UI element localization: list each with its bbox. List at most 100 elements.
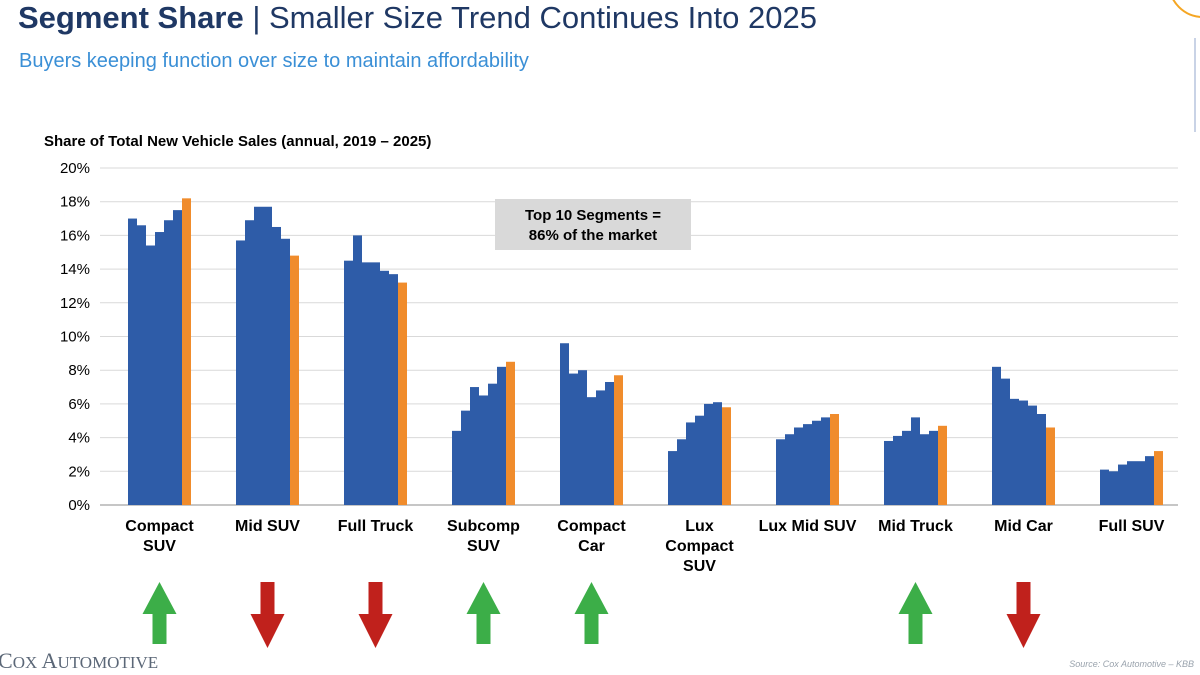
bar-compact-suv-2019	[128, 218, 137, 506]
up-arrow-icon	[142, 582, 177, 644]
bar-full-suv-2024	[1145, 456, 1154, 505]
bar-full-suv-2025	[1154, 451, 1163, 505]
bar-mid-car-2019	[992, 366, 1001, 505]
page-subtitle: Buyers keeping function over size to mai…	[19, 50, 529, 72]
category-label: SUV	[143, 538, 176, 555]
annotation-text: Top 10 Segments =	[525, 207, 661, 224]
category-label: SUV	[683, 558, 716, 575]
up-arrow-icon	[574, 582, 609, 644]
bar-full-truck-2021	[362, 262, 371, 505]
category-label: Compact	[665, 538, 734, 555]
bar-lux-mid-suv-2020	[785, 434, 794, 505]
bar-full-truck-2020	[353, 235, 362, 505]
down-arrow-icon	[1006, 582, 1041, 648]
category-label: Mid Truck	[878, 518, 953, 535]
bar-subcomp-suv-2019	[452, 430, 461, 505]
bar-lux-compact-suv-2020	[677, 439, 686, 505]
bar-lux-compact-suv-2025	[722, 407, 731, 505]
bar-full-suv-2023	[1136, 461, 1145, 505]
bar-full-truck-2019	[344, 260, 353, 505]
bar-full-suv-2019	[1100, 469, 1109, 505]
y-tick-label: 20%	[60, 160, 90, 177]
bar-subcomp-suv-2021	[470, 387, 479, 505]
bar-subcomp-suv-2024	[497, 366, 506, 505]
y-tick-label: 2%	[68, 463, 90, 480]
corner-divider	[1194, 38, 1196, 132]
bar-mid-suv-2021	[254, 206, 263, 505]
bar-mid-truck-2024	[929, 430, 938, 505]
bar-mid-truck-2020	[893, 435, 902, 505]
bar-mid-car-2025	[1046, 427, 1055, 505]
bar-mid-truck-2021	[902, 430, 911, 505]
bar-compact-car-2020	[569, 373, 578, 505]
category-label: Mid Car	[994, 518, 1053, 535]
source-note: Source: Cox Automotive – KBB	[1069, 659, 1194, 669]
bar-full-suv-2020	[1109, 471, 1118, 505]
bar-mid-car-2022	[1019, 400, 1028, 505]
bar-lux-mid-suv-2021	[794, 427, 803, 505]
bar-mid-suv-2022	[263, 206, 272, 505]
bar-compact-suv-2020	[137, 225, 146, 506]
bar-mid-car-2021	[1010, 398, 1019, 505]
bar-mid-suv-2023	[272, 226, 281, 505]
up-arrow-icon	[898, 582, 933, 644]
bar-full-truck-2023	[380, 270, 389, 505]
category-label: Full Truck	[338, 518, 414, 535]
down-arrow-icon	[250, 582, 285, 648]
y-tick-label: 0%	[68, 497, 90, 514]
bar-compact-car-2019	[560, 343, 569, 505]
bar-mid-truck-2023	[920, 434, 929, 505]
category-label: Car	[578, 538, 605, 555]
y-tick-label: 14%	[60, 261, 90, 278]
bar-lux-compact-suv-2021	[686, 422, 695, 505]
title-rest: Smaller Size Trend Continues Into 2025	[268, 0, 817, 35]
category-label: Lux	[685, 518, 714, 535]
bar-mid-car-2023	[1028, 405, 1037, 505]
bar-mid-suv-2024	[281, 238, 290, 505]
chart-title: Share of Total New Vehicle Sales (annual…	[44, 133, 431, 150]
bar-compact-suv-2024	[173, 210, 182, 505]
bar-compact-car-2023	[596, 390, 605, 505]
bar-compact-suv-2023	[164, 220, 173, 506]
annotation-text: 86% of the market	[529, 227, 657, 244]
bar-lux-mid-suv-2025	[830, 414, 839, 505]
y-tick-label: 18%	[60, 194, 90, 211]
bar-lux-mid-suv-2019	[776, 439, 785, 505]
bar-mid-truck-2025	[938, 425, 947, 505]
category-label: SUV	[467, 538, 500, 555]
bar-mid-truck-2019	[884, 440, 893, 505]
bar-mid-suv-2020	[245, 220, 254, 506]
category-label: Subcomp	[447, 518, 520, 535]
bar-full-truck-2025	[398, 282, 407, 505]
annotation-box	[495, 199, 691, 250]
y-tick-label: 8%	[68, 362, 90, 379]
y-tick-label: 16%	[60, 227, 90, 244]
down-arrow-icon	[358, 582, 393, 648]
bar-mid-suv-2019	[236, 240, 245, 505]
bar-mid-car-2024	[1037, 414, 1046, 505]
bar-subcomp-suv-2025	[506, 361, 515, 505]
category-label: Mid SUV	[235, 518, 300, 535]
y-tick-label: 12%	[60, 295, 90, 312]
bar-compact-suv-2021	[146, 245, 155, 505]
bar-lux-mid-suv-2023	[812, 420, 821, 505]
category-label: Compact	[557, 518, 626, 535]
bar-lux-compact-suv-2024	[713, 402, 722, 505]
bar-mid-truck-2022	[911, 417, 920, 505]
title-bold: Segment Share	[18, 0, 244, 35]
bar-full-truck-2022	[371, 262, 380, 505]
bar-subcomp-suv-2023	[488, 383, 497, 505]
cox-automotive-logo: COX AUTOMOTIVE	[0, 648, 159, 673]
bar-subcomp-suv-2020	[461, 410, 470, 505]
bar-compact-suv-2022	[155, 232, 164, 505]
bar-subcomp-suv-2022	[479, 395, 488, 505]
bar-mid-suv-2025	[290, 255, 299, 505]
bar-compact-car-2024	[605, 381, 614, 505]
up-arrow-icon	[466, 582, 501, 644]
bar-compact-car-2021	[578, 370, 587, 505]
bar-mid-car-2020	[1001, 378, 1010, 505]
category-label: Compact	[125, 518, 194, 535]
bar-full-suv-2021	[1118, 464, 1127, 505]
page-title: Segment Share | Smaller Size Trend Conti…	[18, 0, 817, 36]
